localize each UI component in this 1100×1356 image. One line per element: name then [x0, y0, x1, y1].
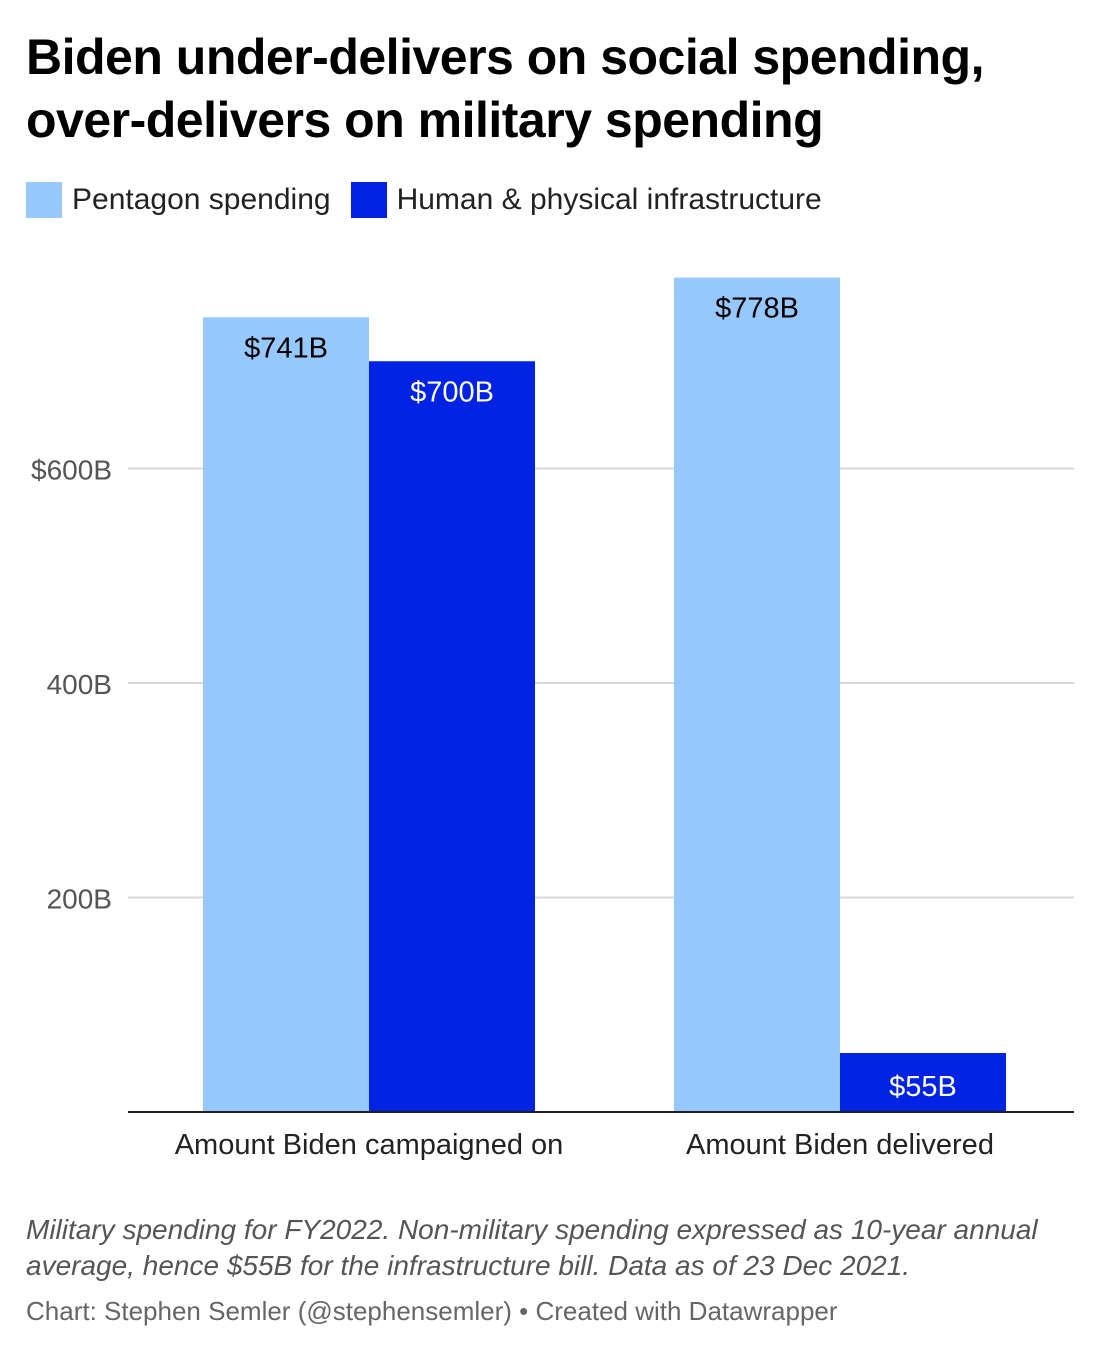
- chart-note: Military spending for FY2022. Non-milita…: [26, 1214, 1038, 1281]
- bar-infrastructure-0: [369, 361, 535, 1112]
- y-tick-label: 400B: [47, 669, 112, 700]
- bar-value-label: $778B: [715, 293, 799, 325]
- legend-label-infrastructure: Human & physical infrastructure: [396, 182, 822, 216]
- chart-legend: Pentagon spending Human & physical infra…: [26, 181, 842, 218]
- bar-value-label: $741B: [244, 332, 328, 364]
- legend-item-infrastructure: Human & physical infrastructure: [350, 181, 822, 218]
- bar-pentagon-1: [674, 277, 840, 1113]
- bar-value-label: $700B: [410, 376, 494, 408]
- bar-pentagon-0: [203, 317, 369, 1113]
- x-tick-label: Amount Biden campaigned on: [175, 1129, 564, 1161]
- legend-item-pentagon: Pentagon spending: [26, 181, 331, 218]
- legend-swatch-infrastructure: [350, 181, 387, 218]
- x-tick-label: Amount Biden delivered: [686, 1129, 994, 1161]
- chart-credit: Chart: Stephen Semler (@stephensemler) •…: [26, 1296, 838, 1326]
- legend-swatch-pentagon: [26, 181, 62, 218]
- bar-infrastructure-1: [840, 1053, 1006, 1112]
- chart-title: Biden under-delivers on social spending,…: [26, 29, 984, 148]
- y-tick-label: $600B: [31, 455, 112, 486]
- bar-chart: 200B 400B $600B $741B $700B Amount Biden camp…: [31, 277, 1074, 1161]
- bar-value-label: $55B: [889, 1071, 957, 1103]
- y-tick-label: 200B: [47, 884, 112, 915]
- legend-label-pentagon: Pentagon spending: [72, 182, 331, 216]
